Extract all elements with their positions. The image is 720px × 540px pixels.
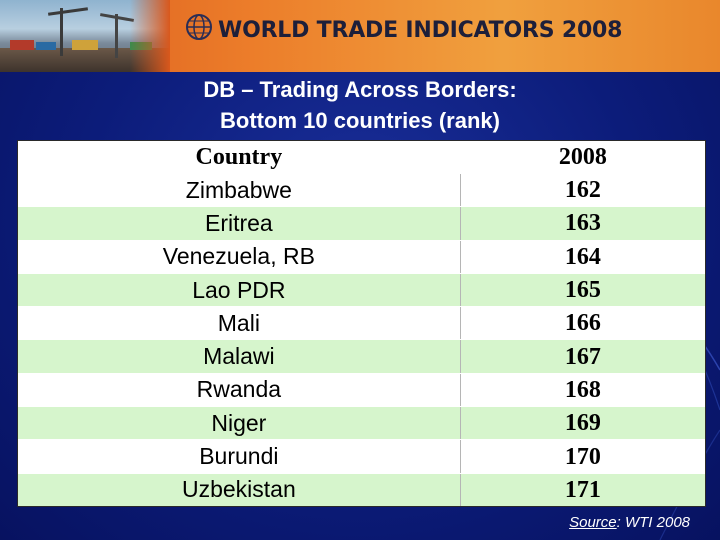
country-cell: Lao PDR	[18, 273, 461, 307]
source-note: Source: WTI 2008	[569, 514, 690, 531]
rank-cell: 163	[564, 210, 601, 237]
country-cell: Burundi	[18, 440, 461, 473]
country-cell: Niger	[18, 407, 461, 440]
port-photo	[0, 0, 170, 72]
table-row: Mali 166	[18, 306, 705, 340]
header-year: 2008	[558, 144, 607, 170]
country-cell: Zimbabwe	[18, 174, 461, 207]
rank-cell: 164	[564, 243, 601, 270]
rank-cell: 167	[564, 343, 601, 370]
table-row: Rwanda 168	[18, 372, 705, 407]
rank-cell: 170	[564, 443, 601, 470]
country-cell: Venezuela, RB	[18, 240, 461, 273]
slide-heading: DB – Trading Across Borders: Bottom 10 c…	[0, 74, 720, 136]
rank-cell: 169	[564, 410, 601, 437]
source-label: Source	[569, 514, 617, 531]
country-cell: Malawi	[18, 340, 461, 373]
banner-title: WORLD TRADE INDICATORS 2008	[218, 18, 623, 43]
rank-cell: 162	[564, 177, 601, 204]
table-row: Malawi 167	[18, 339, 705, 373]
table-row: Burundi 170	[18, 439, 705, 473]
globe-logo-icon	[186, 14, 212, 40]
rank-cell: 165	[564, 277, 601, 304]
table-row: Lao PDR 165	[18, 272, 705, 307]
rank-cell: 168	[564, 376, 601, 403]
source-text: : WTI 2008	[616, 514, 690, 531]
rank-cell: 166	[564, 310, 601, 337]
country-cell: Rwanda	[18, 373, 461, 407]
table-row: Zimbabwe 162	[18, 173, 705, 207]
rank-cell: 171	[564, 476, 601, 503]
heading-line-1: DB – Trading Across Borders:	[203, 77, 517, 102]
heading-line-2: Bottom 10 countries (rank)	[220, 108, 500, 133]
table-row: Uzbekistan 171	[18, 472, 705, 506]
country-cell: Uzbekistan	[18, 473, 461, 506]
country-cell: Mali	[18, 307, 461, 340]
table-row: Niger 169	[18, 406, 705, 440]
header-country: Country	[18, 141, 461, 173]
table-header-row: Country 2008	[18, 141, 705, 173]
table-row: Venezuela, RB 164	[18, 239, 705, 273]
header-banner: WORLD TRADE INDICATORS 2008	[0, 0, 720, 72]
table-row: Eritrea 163	[18, 206, 705, 240]
rank-table: Country 2008 Zimbabwe 162 Eritrea 163 Ve…	[17, 140, 706, 507]
country-cell: Eritrea	[18, 207, 461, 240]
